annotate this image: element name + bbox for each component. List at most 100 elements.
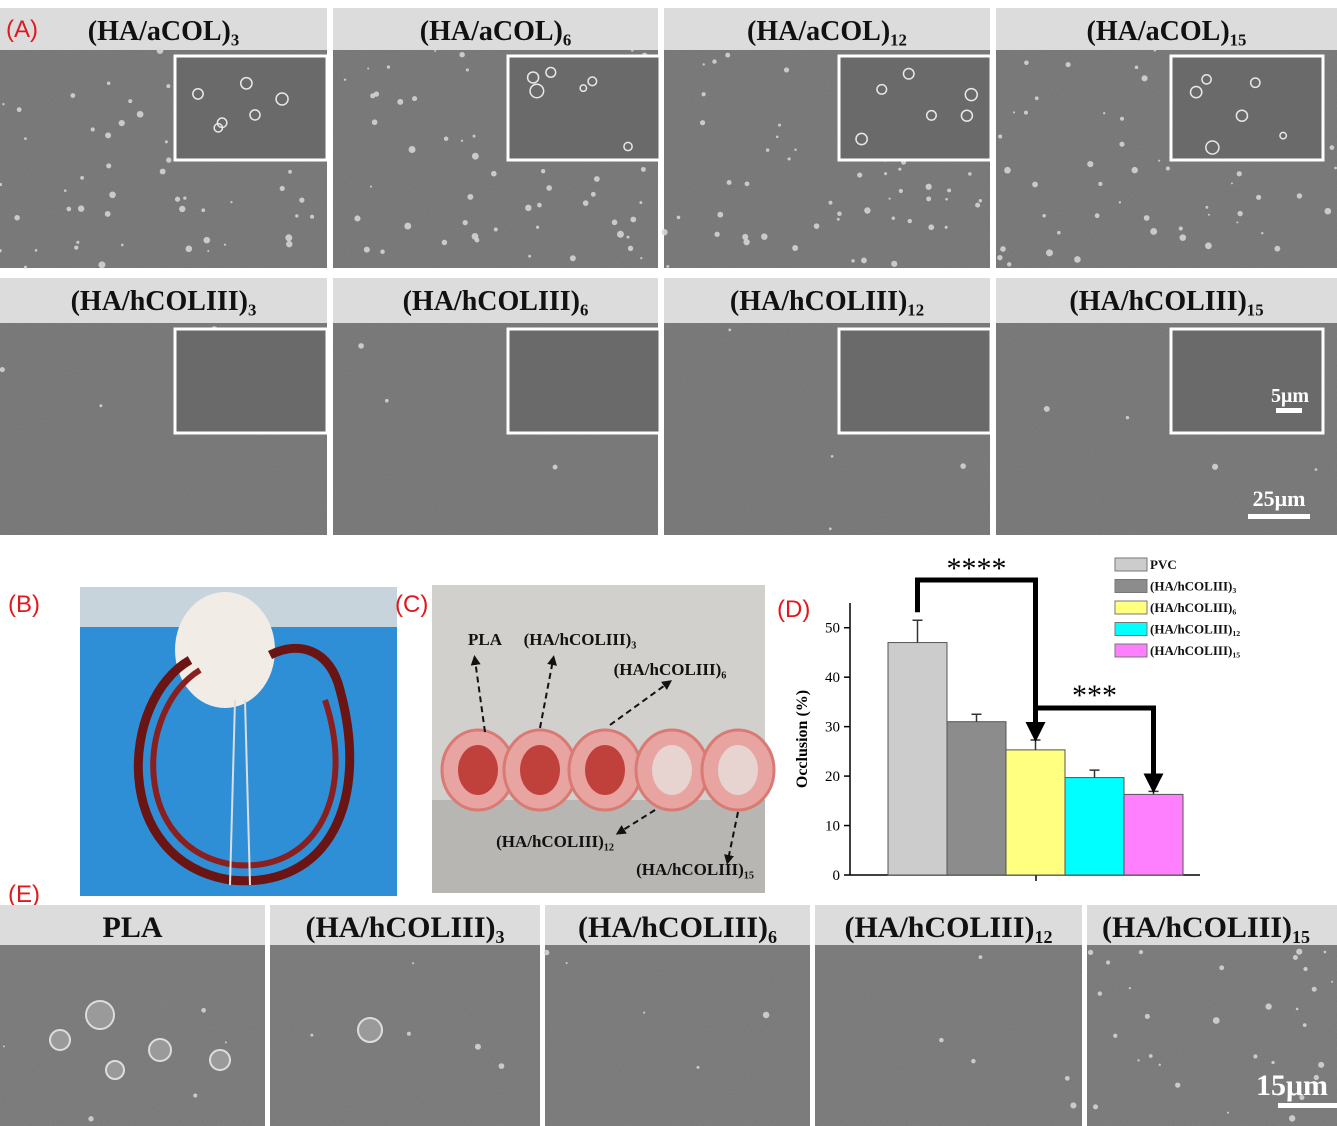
label-subscript: 12 <box>1035 927 1053 947</box>
title-bar <box>0 905 265 945</box>
label-main: (HA/hCOLIII) <box>524 630 632 649</box>
error-bar <box>1089 769 1100 778</box>
label: (HA/aCOL)3 <box>88 16 240 50</box>
label-subscript: 6 <box>768 927 777 947</box>
sem-particle <box>371 119 378 126</box>
sem-particle <box>582 200 589 206</box>
sem-particle <box>2 1045 5 1048</box>
sem-particle <box>98 261 106 269</box>
bar <box>946 721 1007 876</box>
sem-particle <box>120 243 124 247</box>
y-tick-label: 30 <box>825 720 840 736</box>
scale-bar <box>1248 514 1310 519</box>
inset-particle <box>1201 73 1212 85</box>
sem-particle <box>945 197 948 201</box>
bar <box>1064 777 1125 876</box>
sem-particle <box>1205 205 1209 209</box>
y-axis-label: Occlusion (%) <box>794 690 811 788</box>
label-main: (HA/hCOLIII) <box>403 286 580 317</box>
sem-particle <box>777 123 781 127</box>
sem-particle <box>1094 213 1100 219</box>
label-main: PLA <box>468 630 503 649</box>
scale-label: 25μm <box>1253 486 1306 511</box>
sem-particle <box>626 235 630 239</box>
inset-particle <box>623 141 633 152</box>
title-bar <box>664 8 990 50</box>
label: (HA/aCOL)6 <box>420 16 572 50</box>
label: (HA/hCOLIII)3 <box>305 911 504 947</box>
inset-particle <box>1205 140 1220 155</box>
title-bar <box>333 8 658 50</box>
inset-particle <box>960 109 974 122</box>
sem-particle <box>884 172 888 176</box>
inset-particle <box>1279 131 1288 140</box>
sem-particle <box>174 196 181 202</box>
label-subscript: 6 <box>721 670 726 681</box>
sem-particle <box>285 234 293 242</box>
sem-particle <box>978 198 983 203</box>
title-bar <box>0 8 327 50</box>
sem-particle <box>0 182 3 187</box>
label-subscript: 12 <box>604 842 614 853</box>
legend-swatch <box>1114 579 1148 593</box>
sem-particle <box>404 222 412 230</box>
sem-particle <box>1179 234 1187 241</box>
sem-particle <box>1230 182 1233 185</box>
sem-particle <box>1125 415 1130 420</box>
sem-particle <box>702 63 705 66</box>
sem-particle <box>128 99 133 104</box>
label: (HA/hCOLIII)6 <box>403 286 589 320</box>
label: PLA <box>103 911 163 944</box>
sem-particle <box>971 1058 976 1064</box>
sem-particle <box>1143 215 1150 221</box>
sem-particle <box>891 260 898 267</box>
cell <box>85 1000 115 1030</box>
sem-particle <box>1165 166 1170 171</box>
sem-particle <box>837 211 842 217</box>
sem-particle <box>630 216 637 223</box>
error-bar <box>912 619 923 643</box>
sem-particle <box>639 201 643 205</box>
inset-particle <box>855 132 868 146</box>
sem-particle <box>434 49 437 52</box>
sem-particle <box>726 180 732 185</box>
significance-bracket <box>915 577 1046 742</box>
sem-particle <box>299 197 305 203</box>
label-main: (HA/aCOL) <box>747 16 890 47</box>
label-subscript: 15 <box>1292 927 1310 947</box>
sem-particle <box>864 207 871 214</box>
label: (HA/hCOLIII)12 <box>1150 622 1240 639</box>
sem-particle <box>1119 141 1125 147</box>
sem-particle <box>997 254 1003 261</box>
inset <box>837 327 993 435</box>
label-main: (HA/hCOLIII) <box>844 911 1034 944</box>
sem-particle <box>354 215 361 222</box>
sem-particle <box>1236 221 1239 224</box>
sem-particle <box>1329 145 1335 151</box>
sem-particle <box>1120 116 1124 121</box>
label-subscript: 15 <box>744 870 754 881</box>
label: (HA/hCOLIII)12 <box>730 286 924 320</box>
arrow <box>609 680 673 726</box>
sem-particle <box>106 81 111 86</box>
sem-particle <box>1265 1003 1272 1010</box>
sem-particle <box>472 134 476 138</box>
label-main: (HA/hCOLIII) <box>636 860 744 879</box>
title-bar <box>815 905 1082 945</box>
sem-particle <box>1324 207 1332 215</box>
label-main: (HA/hCOLIII) <box>1102 911 1292 944</box>
sem-particle <box>928 224 935 231</box>
sem-particle <box>1158 1063 1161 1066</box>
scale-bar <box>1276 408 1302 413</box>
inset-particle <box>925 109 937 121</box>
label-subscript: 15 <box>1230 31 1247 50</box>
sem-particle <box>1261 231 1264 235</box>
sem-particle <box>1158 159 1161 162</box>
sem-particle <box>1303 966 1308 972</box>
panel-label: (E) <box>8 881 40 908</box>
inset <box>837 54 993 162</box>
sem-particle <box>1092 1104 1099 1110</box>
sem-particle <box>640 166 646 172</box>
sem-particle <box>630 48 634 52</box>
sem-particle <box>77 205 85 212</box>
